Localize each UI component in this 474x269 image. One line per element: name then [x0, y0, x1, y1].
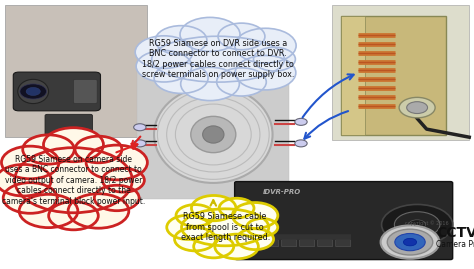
- Circle shape: [44, 128, 103, 162]
- Circle shape: [191, 196, 236, 221]
- Circle shape: [155, 26, 207, 55]
- Circle shape: [215, 234, 258, 259]
- Circle shape: [217, 68, 266, 96]
- FancyBboxPatch shape: [341, 16, 365, 134]
- FancyBboxPatch shape: [341, 16, 446, 134]
- Circle shape: [154, 63, 208, 93]
- Ellipse shape: [154, 86, 273, 183]
- Circle shape: [20, 84, 46, 99]
- Circle shape: [194, 235, 234, 258]
- Circle shape: [395, 233, 425, 251]
- Text: copyright © 2016: copyright © 2016: [405, 221, 449, 226]
- Circle shape: [176, 205, 214, 226]
- FancyBboxPatch shape: [282, 240, 297, 247]
- Circle shape: [134, 140, 146, 147]
- Ellipse shape: [15, 148, 132, 213]
- Circle shape: [136, 51, 191, 82]
- Circle shape: [218, 23, 265, 50]
- Ellipse shape: [203, 126, 224, 143]
- Ellipse shape: [18, 79, 48, 104]
- Circle shape: [134, 124, 146, 131]
- Circle shape: [23, 135, 74, 164]
- FancyBboxPatch shape: [300, 240, 315, 247]
- Circle shape: [94, 185, 139, 211]
- Circle shape: [409, 220, 426, 229]
- Circle shape: [19, 194, 78, 228]
- Ellipse shape: [191, 116, 236, 153]
- Circle shape: [254, 47, 295, 71]
- Circle shape: [232, 203, 278, 228]
- Circle shape: [295, 140, 307, 147]
- FancyBboxPatch shape: [5, 5, 147, 137]
- Circle shape: [0, 164, 51, 196]
- FancyBboxPatch shape: [73, 79, 97, 104]
- Circle shape: [394, 212, 440, 238]
- FancyBboxPatch shape: [235, 182, 453, 260]
- Circle shape: [135, 36, 192, 68]
- FancyBboxPatch shape: [264, 240, 279, 247]
- FancyBboxPatch shape: [246, 240, 261, 247]
- FancyBboxPatch shape: [318, 240, 333, 247]
- Text: RG59 Siamese on DVR side uses a
BNC connector to connect to DVR.
18/2 power cabl: RG59 Siamese on DVR side uses a BNC conn…: [142, 39, 294, 79]
- Circle shape: [86, 145, 147, 180]
- Circle shape: [3, 183, 57, 213]
- Ellipse shape: [152, 36, 284, 82]
- Circle shape: [181, 67, 239, 101]
- Text: CCTV: CCTV: [436, 226, 474, 240]
- Circle shape: [75, 136, 122, 163]
- Circle shape: [246, 218, 278, 236]
- Circle shape: [407, 102, 428, 114]
- Circle shape: [1, 146, 59, 179]
- FancyBboxPatch shape: [13, 72, 100, 111]
- Circle shape: [235, 55, 296, 90]
- Circle shape: [49, 202, 98, 230]
- Circle shape: [174, 228, 216, 251]
- Circle shape: [235, 28, 296, 63]
- Circle shape: [180, 17, 240, 51]
- Circle shape: [219, 198, 254, 218]
- Ellipse shape: [182, 209, 269, 246]
- Circle shape: [167, 215, 210, 239]
- Text: Camera Pros: Camera Pros: [436, 240, 474, 249]
- Circle shape: [381, 225, 439, 259]
- Text: RG59 Siamese cable
from spool is cut to
exact length required.: RG59 Siamese cable from spool is cut to …: [181, 213, 270, 242]
- Circle shape: [237, 229, 273, 250]
- Circle shape: [399, 97, 435, 118]
- Circle shape: [387, 229, 433, 255]
- Circle shape: [295, 118, 307, 125]
- Circle shape: [26, 87, 40, 95]
- Circle shape: [382, 204, 453, 245]
- Circle shape: [102, 168, 145, 192]
- Circle shape: [403, 238, 417, 246]
- FancyBboxPatch shape: [45, 114, 92, 136]
- FancyBboxPatch shape: [137, 70, 289, 199]
- Text: iDVR-PRO: iDVR-PRO: [263, 189, 301, 195]
- FancyBboxPatch shape: [332, 5, 469, 140]
- Text: RG59 Siamese on camera side
uses a BNC connector to connect to
video output of c: RG59 Siamese on camera side uses a BNC c…: [2, 155, 145, 206]
- FancyBboxPatch shape: [336, 240, 351, 247]
- Circle shape: [68, 194, 129, 228]
